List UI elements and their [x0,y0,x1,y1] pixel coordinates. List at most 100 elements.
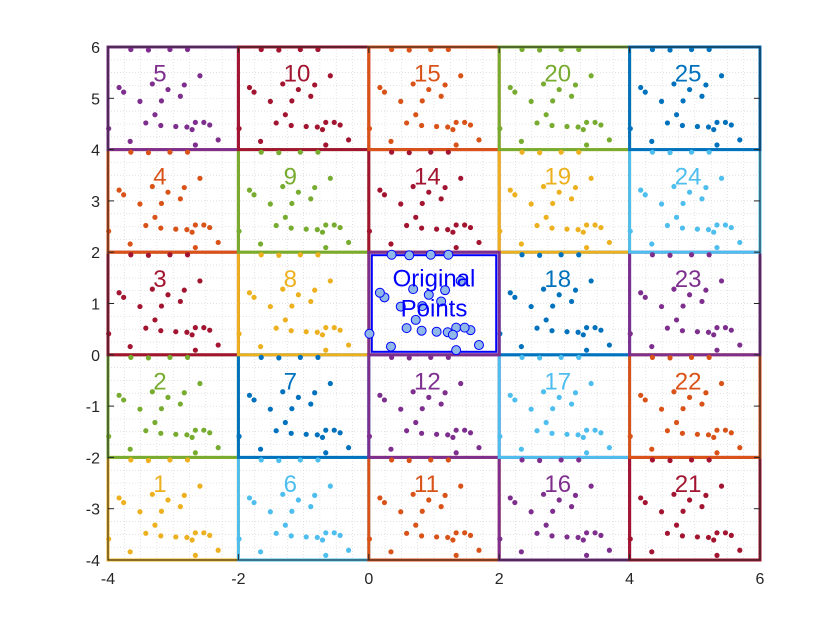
tile-point [419,98,425,104]
tile-label-7: 7 [284,368,297,395]
original-point [436,296,447,307]
tile-point [258,457,264,463]
tile-point [331,222,337,228]
tile-point [345,445,352,451]
tile-point [121,499,127,506]
tile-point [410,183,416,190]
tile-point [276,150,282,156]
tile-point [127,549,133,555]
tile-point [323,142,329,148]
tile-point [453,552,459,558]
tile-point [106,228,112,234]
tile-point [649,138,655,144]
tile-point [627,536,633,542]
tile-point [598,327,604,333]
tile-point [519,46,525,53]
tile-point [680,508,686,514]
tile-point [149,286,155,292]
tile-point [184,124,190,130]
tile-point [728,122,734,128]
tile-point [445,149,451,155]
tile-point [282,317,288,323]
tile-point [705,227,712,233]
tile-point [450,537,456,543]
tile-point [280,286,286,292]
tile-point [167,149,173,155]
tile-point [303,329,309,335]
tile-point [671,389,677,395]
tile-point [289,98,295,104]
tile-point [337,122,343,128]
tile-point [462,530,468,536]
tile-point [410,389,416,395]
tile-point [381,499,388,506]
tile-point [280,491,286,497]
original-point [374,287,385,298]
tile-point [192,450,198,456]
tile-point [453,530,459,536]
tile-point [207,122,213,128]
tile-point [722,325,729,331]
tile-point [442,492,448,498]
tile-point [667,457,673,464]
tile-point [718,483,725,489]
tile-point [679,328,686,334]
tile-point [167,354,173,360]
tile-point [722,222,729,228]
tile-point [583,222,590,228]
tile-point [528,98,534,104]
tile-point [671,81,677,87]
tile-point [158,533,164,539]
original-point [443,249,454,260]
tile-point [143,428,149,434]
tile-point [699,196,705,202]
tile-point [297,46,303,53]
tile-point [534,428,540,434]
tile-point [189,537,195,543]
tile-point [714,530,720,536]
tile-point [251,89,257,95]
tile-point [419,122,425,129]
tile-point [686,86,693,93]
tile-point [426,497,432,503]
original-point [404,250,415,261]
y-tick-label: 5 [91,91,100,108]
tile-point [158,508,165,514]
tile-point [558,354,564,360]
tile-point [366,228,373,234]
tile-point [282,112,288,118]
tile-point [273,120,279,126]
tile-point [315,457,321,463]
tile-point [450,126,456,133]
tile-point [543,419,549,426]
tile-point [688,457,695,463]
tile-point [258,354,264,360]
tile-point [297,354,303,360]
tile-point [728,532,734,538]
tile-point [583,530,590,536]
tile-label-19: 19 [544,163,571,190]
tile-point [167,46,173,53]
tile-point [664,325,671,331]
tile-point [273,325,279,331]
tile-point [627,125,633,132]
tile-point [258,149,264,155]
original-point [440,285,451,296]
tile-point [258,46,264,53]
tile-point [177,93,183,99]
tile-point [282,522,288,528]
tile-point [705,534,712,541]
tile-point [410,81,416,87]
tile-point [576,46,582,53]
tile-point [192,427,198,433]
tile-point [192,325,198,331]
tile-point [323,325,329,331]
tile-point [519,149,525,155]
tile-point [534,120,540,126]
original-points-label-line2: Points [401,295,468,322]
tile-point [649,446,655,452]
tile-point [167,457,173,463]
tile-point [649,252,656,258]
tile-point [145,252,152,258]
